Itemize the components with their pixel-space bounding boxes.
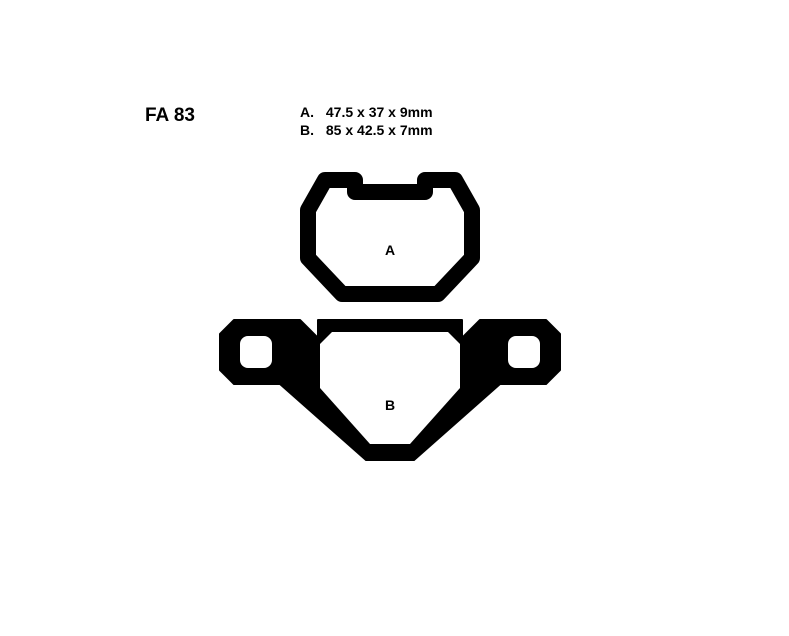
- dim-b-value: 85 x 42.5 x 7mm: [326, 122, 433, 138]
- dimensions-block: A. 47.5 x 37 x 9mm B. 85 x 42.5 x 7mm: [300, 103, 433, 139]
- mount-hole-left: [240, 336, 272, 368]
- mount-hole-right: [508, 336, 540, 368]
- label-a: A: [385, 242, 395, 258]
- dimension-row-b: B. 85 x 42.5 x 7mm: [300, 121, 433, 139]
- label-b: B: [385, 397, 395, 413]
- pad-shape-a: A: [308, 180, 472, 294]
- dim-a-value: 47.5 x 37 x 9mm: [326, 104, 433, 120]
- diagram-svg: A B: [210, 170, 570, 490]
- brake-pad-diagram: A B: [210, 170, 570, 490]
- pad-shape-b: B: [220, 320, 560, 460]
- dim-b-label: B.: [300, 121, 322, 139]
- product-diagram-container: FA 83 A. 47.5 x 37 x 9mm B. 85 x 42.5 x …: [0, 0, 789, 636]
- dimension-row-a: A. 47.5 x 37 x 9mm: [300, 103, 433, 121]
- dim-a-label: A.: [300, 103, 322, 121]
- part-number: FA 83: [145, 105, 195, 127]
